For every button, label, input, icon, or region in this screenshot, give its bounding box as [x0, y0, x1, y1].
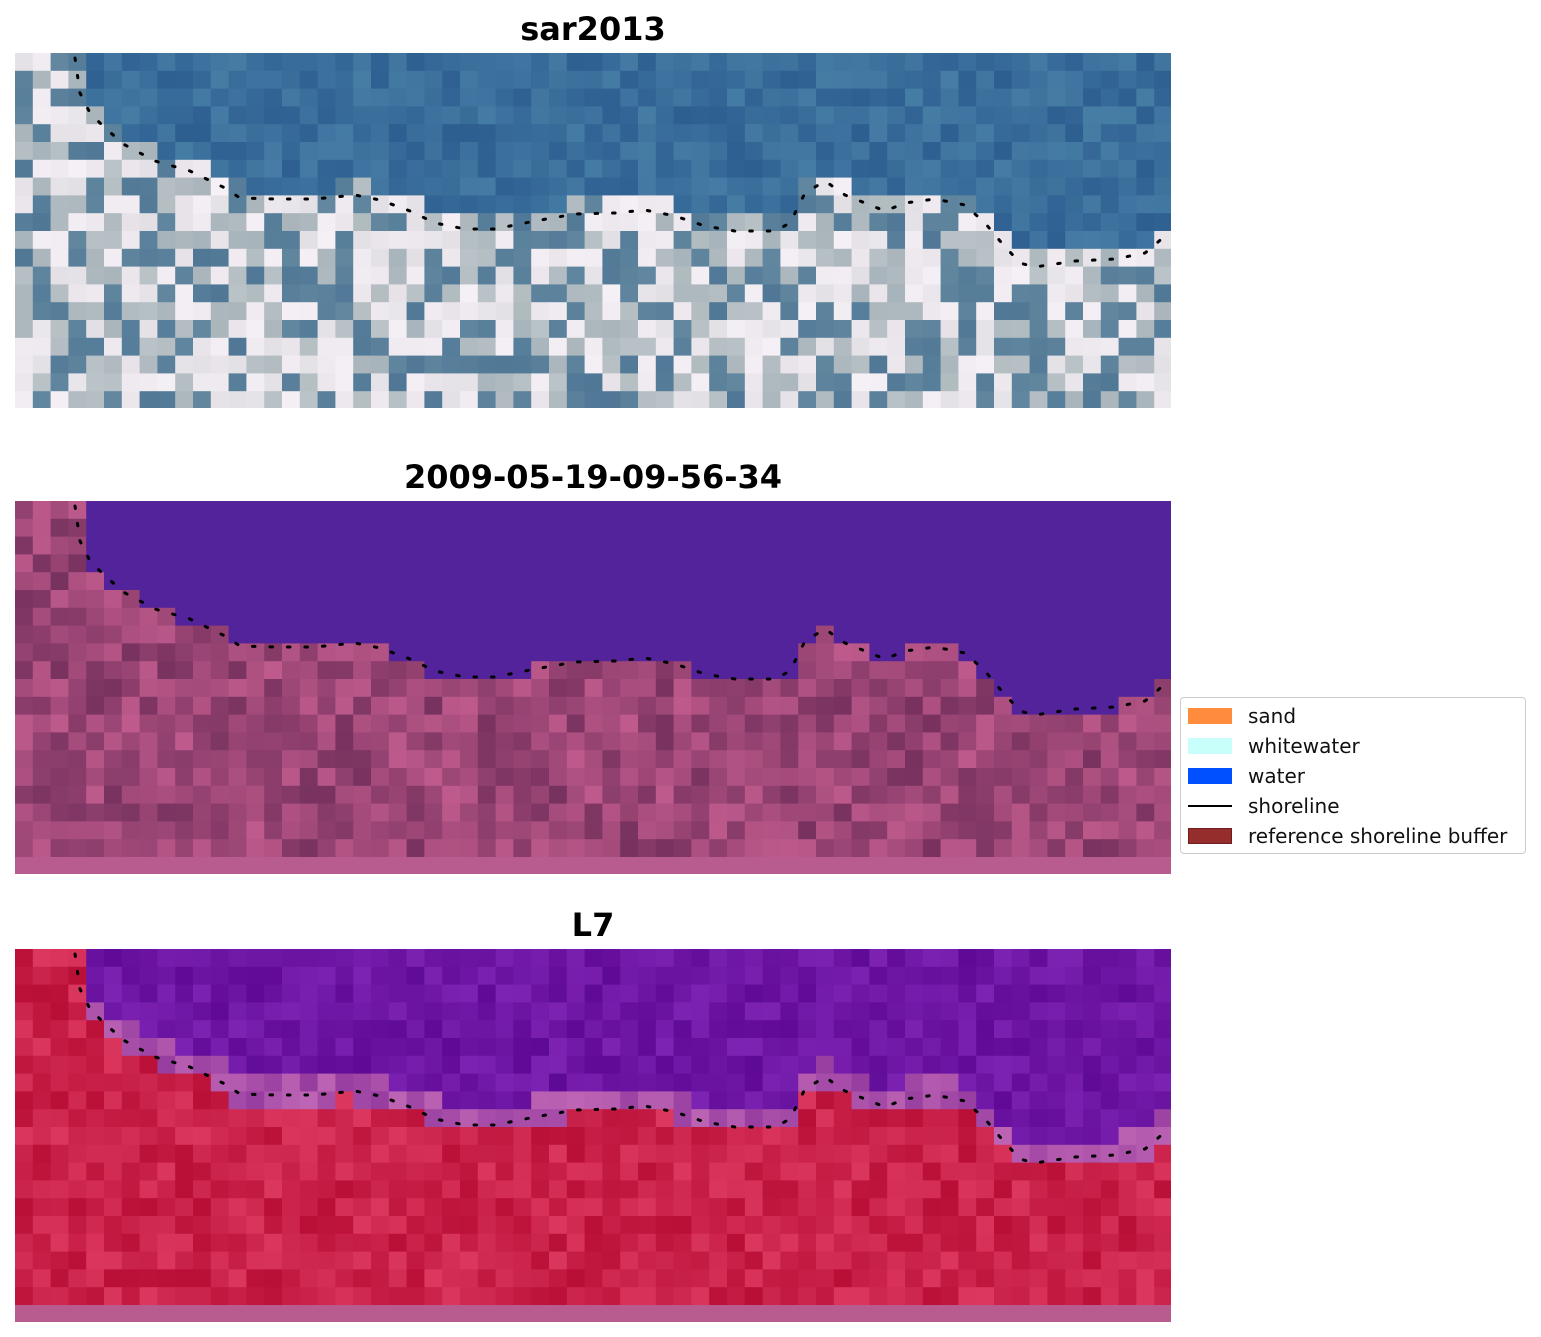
shoreline-line: [73, 504, 1171, 717]
panel-title-2: 2009-05-19-09-56-34: [403, 458, 783, 496]
legend-item-water: water: [1188, 764, 1305, 788]
whitewater-swatch: [1188, 738, 1232, 754]
legend-item-shoreline: shoreline: [1188, 794, 1340, 818]
legend-label: sand: [1248, 704, 1297, 728]
legend-item-whitewater: whitewater: [1188, 734, 1360, 758]
raster-pixels: [15, 501, 1171, 874]
sand-swatch: [1188, 708, 1232, 724]
raster-pixels: [15, 53, 1171, 408]
water-swatch: [1188, 768, 1232, 784]
shoreline-line: [73, 56, 1171, 269]
panel-title-1: sar2013: [520, 10, 666, 48]
bottom-strip: [15, 857, 1171, 874]
raster-pixels: [15, 949, 1171, 1322]
classified-image-panel: [15, 501, 1171, 874]
reference-buffer-swatch: [1188, 828, 1232, 844]
rgb-image-panel: [15, 53, 1171, 408]
index-raster: [15, 949, 1171, 1322]
legend-label: whitewater: [1248, 734, 1360, 758]
legend: sand whitewater water shoreline referenc…: [1180, 697, 1526, 854]
shoreline-line: [73, 952, 1171, 1165]
bottom-strip: [15, 1305, 1171, 1322]
shoreline-swatch: [1188, 805, 1232, 807]
legend-label: water: [1248, 764, 1305, 788]
legend-label: reference shoreline buffer: [1248, 824, 1508, 848]
rgb-raster: [15, 53, 1171, 408]
legend-label: shoreline: [1248, 794, 1340, 818]
classified-raster: [15, 501, 1171, 874]
panel-title-3: L7: [571, 906, 615, 944]
index-image-panel: [15, 949, 1171, 1322]
legend-item-sand: sand: [1188, 704, 1297, 728]
legend-item-reference-buffer: reference shoreline buffer: [1188, 824, 1508, 848]
